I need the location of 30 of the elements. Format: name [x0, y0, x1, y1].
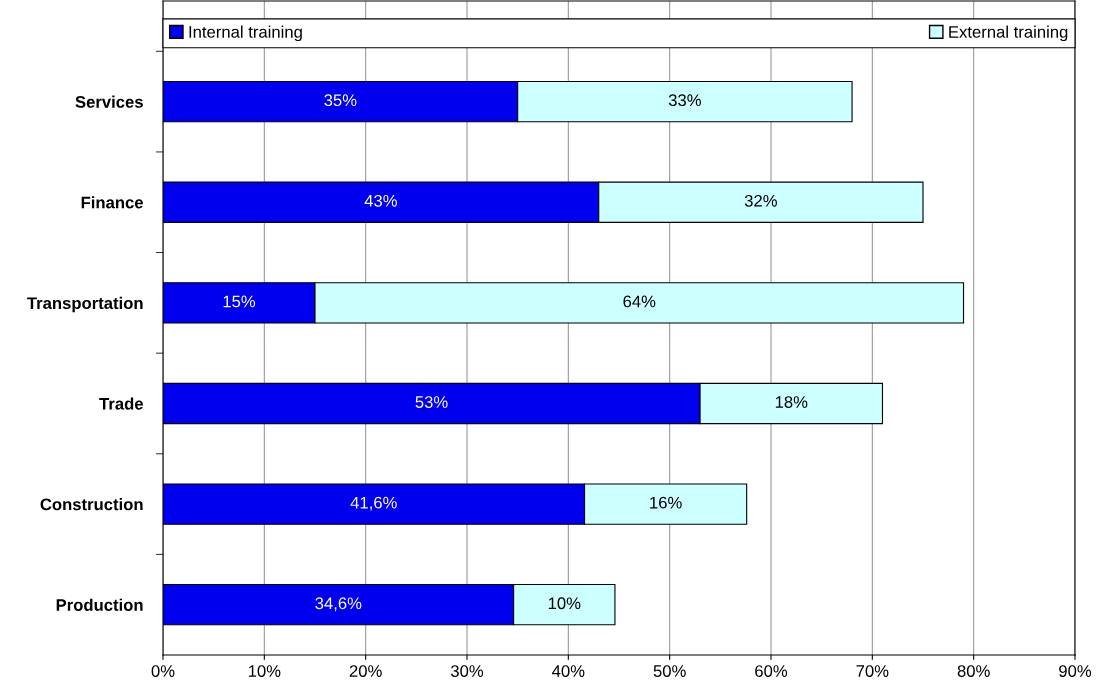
y-tick-label: Production — [56, 598, 143, 611]
legend-label: External training — [949, 25, 1068, 42]
x-tick-label: 40% — [552, 665, 585, 677]
x-tick-label: 30% — [450, 665, 484, 677]
data-label: 33% — [668, 94, 701, 107]
x-tick-label: 90% — [1059, 665, 1092, 677]
data-label: 15% — [223, 295, 256, 308]
x-tick-label: 20% — [349, 665, 382, 677]
y-tick-label: Trade — [99, 397, 143, 410]
x-tick-label: 10% — [248, 665, 281, 677]
y-tick-label: Services — [75, 95, 143, 108]
x-tick-label: 70% — [856, 665, 889, 677]
data-label: 41,6% — [350, 496, 397, 511]
data-label: 35% — [324, 94, 357, 107]
x-tick-label: 80% — [957, 665, 990, 677]
data-label: 53% — [415, 396, 448, 408]
y-tick-label: Transportation — [27, 296, 143, 313]
legend-label: Internal training — [189, 25, 302, 42]
x-tick-label: 60% — [755, 665, 788, 677]
y-tick-label: Finance — [81, 196, 143, 209]
data-label: 16% — [650, 496, 682, 509]
x-tick-label: 50% — [653, 665, 686, 677]
data-label: 43% — [364, 194, 397, 207]
data-label: 34,6% — [315, 597, 362, 612]
data-label: 18% — [775, 396, 808, 408]
x-tick-label: 0% — [151, 665, 175, 677]
data-label: 64% — [623, 295, 656, 308]
data-label: 10% — [548, 597, 581, 610]
data-label: 32% — [744, 194, 777, 207]
y-tick-label: Construction — [40, 498, 143, 511]
